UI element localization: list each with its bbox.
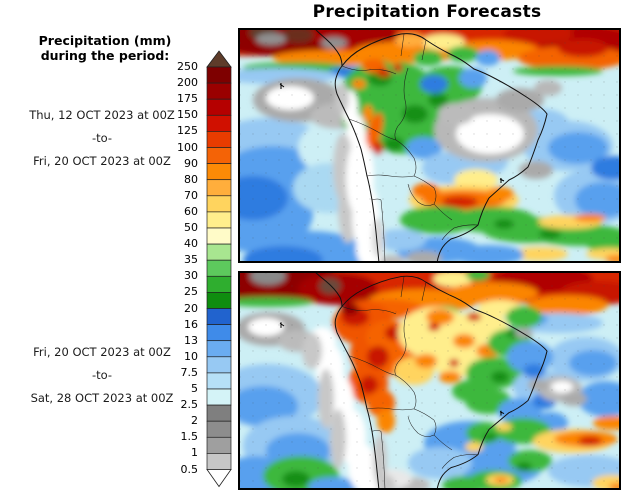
colorbar-band	[206, 404, 232, 422]
colorbar-band	[206, 163, 232, 181]
colorbar-band	[206, 420, 232, 438]
colorbar-tick-label: 90	[184, 156, 198, 170]
colorbar-band	[206, 98, 232, 116]
colorbar-tick-label: 20	[184, 301, 198, 315]
colorbar-tick-label: 2	[191, 414, 198, 428]
period-label-panel-1: Thu, 12 OCT 2023 at 00Z -to- Fri, 20 OCT…	[0, 108, 204, 168]
map-panel-2	[238, 271, 621, 490]
colorbar-tick-label: 70	[184, 188, 198, 202]
colorbar-tick-label: 5	[191, 382, 198, 395]
colorbar-band	[206, 147, 232, 164]
colorbar-band	[206, 179, 232, 197]
colorbar-tick-label: 100	[177, 140, 198, 154]
colorbar-band	[206, 340, 232, 358]
page-title: Precipitation Forecasts	[312, 2, 542, 22]
legend-heading-line2: during the period:	[40, 48, 170, 63]
colorbar-tick-label: 7.5	[180, 365, 199, 379]
colorbar-tick-label: 150	[177, 108, 198, 122]
colorbar-band	[206, 259, 232, 277]
colorbar-band	[206, 275, 232, 293]
colorbar-band	[206, 292, 232, 309]
period-1-start: Thu, 12 OCT 2023 at 00Z	[29, 108, 175, 122]
period-2-to: -to-	[91, 368, 113, 382]
colorbar-tick-label: 40	[184, 237, 198, 251]
colorbar-tick-label: 10	[184, 349, 198, 363]
colorbar-tick-label: 50	[184, 221, 198, 234]
period-2-start: Fri, 20 OCT 2023 at 00Z	[33, 345, 171, 359]
colorbar-band	[206, 195, 232, 213]
legend-heading: Precipitation (mm) during the period:	[4, 33, 206, 63]
colorbar-tick-label: 30	[184, 269, 198, 283]
colorbar-tick-label: 1.5	[180, 430, 199, 444]
colorbar	[206, 50, 232, 488]
colorbar-lower-triangle	[206, 469, 232, 488]
period-label-panel-2: Fri, 20 OCT 2023 at 00Z -to- Sat, 28 OCT…	[0, 345, 204, 405]
colorbar-tick-label: 0.5	[180, 462, 199, 476]
colorbar-band	[206, 308, 232, 325]
period-1-to: -to-	[91, 131, 113, 145]
colorbar-tick-label: 1	[191, 446, 198, 460]
period-1-end: Fri, 20 OCT 2023 at 00Z	[33, 154, 171, 168]
legend-heading-line1: Precipitation (mm)	[38, 33, 172, 48]
colorbar-tick-label: 200	[177, 76, 198, 90]
colorbar-band	[206, 131, 232, 148]
colorbar-upper-triangle	[206, 50, 232, 68]
colorbar-tick-label: 25	[184, 285, 198, 299]
colorbar-tick-label: 13	[184, 333, 198, 347]
colorbar-band	[206, 436, 232, 454]
map-panel-1	[238, 28, 621, 263]
colorbar-tick-label: 250	[177, 60, 198, 73]
colorbar-tick-label: 175	[177, 92, 198, 106]
precipitation-map-2	[238, 271, 621, 490]
period-2-end: Sat, 28 OCT 2023 at 00Z	[30, 391, 174, 405]
colorbar-tick-label: 35	[184, 253, 198, 267]
colorbar-tick-label: 80	[184, 172, 198, 186]
colorbar-tick-label: 2.5	[180, 398, 199, 412]
colorbar-band	[206, 324, 232, 342]
colorbar-tick-label: 125	[177, 124, 198, 138]
colorbar-band	[206, 211, 232, 229]
colorbar-band	[206, 388, 232, 406]
colorbar-band	[206, 356, 232, 374]
colorbar-band	[206, 66, 232, 84]
precipitation-map-1	[238, 28, 621, 263]
colorbar-band	[206, 227, 232, 245]
colorbar-band	[206, 82, 232, 100]
colorbar-band	[206, 372, 232, 390]
colorbar-band	[206, 243, 232, 261]
colorbar-tick-label: 16	[184, 317, 198, 331]
colorbar-band	[206, 453, 232, 470]
colorbar-tick-label: 60	[184, 204, 198, 218]
colorbar-labels: 250 200 175 150 125 100 90 80 70 60 50 40 35 30 25 20 16…	[150, 50, 202, 490]
colorbar-band	[206, 114, 232, 132]
